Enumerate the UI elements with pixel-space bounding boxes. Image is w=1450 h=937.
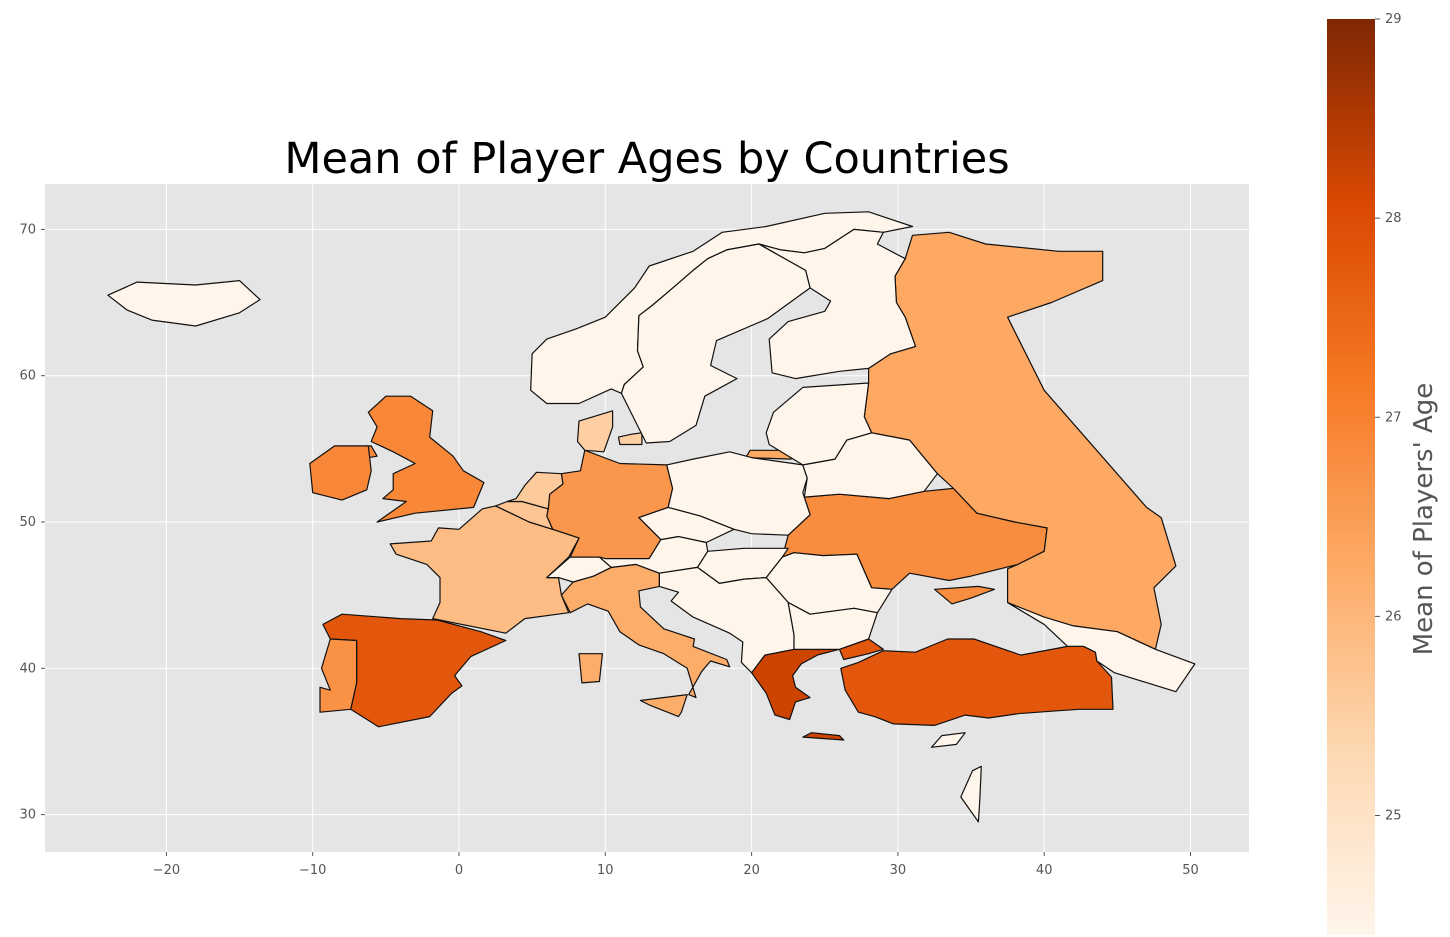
country-austria <box>598 535 709 574</box>
country-belarus <box>802 432 939 500</box>
colorbar-tick-label: 29 <box>1385 12 1402 27</box>
colorbar-ticks: 25 26 27 28 29 <box>1375 12 1402 824</box>
country-balkans <box>658 566 795 674</box>
x-tick-label: 10 <box>597 863 614 878</box>
country-greece <box>802 732 845 741</box>
country-italy <box>578 653 604 684</box>
country-portugal <box>319 638 358 713</box>
colorbar-tick-label: 25 <box>1385 809 1402 824</box>
y-tick-label: 40 <box>19 661 36 676</box>
country-iceland <box>107 280 261 327</box>
colorbar <box>1327 19 1375 935</box>
x-tick-label: 20 <box>743 863 760 878</box>
country-baltic-states <box>765 382 873 466</box>
colorbar-tick-label: 26 <box>1385 609 1402 624</box>
country-united-kingdom <box>367 395 485 523</box>
countries-layer <box>107 211 1196 823</box>
y-tick-label: 30 <box>19 808 36 823</box>
country-finland <box>758 228 917 380</box>
country-caucasus <box>1006 601 1196 693</box>
x-tick-label: −20 <box>153 863 180 878</box>
y-tick-label: 50 <box>19 515 36 530</box>
x-tick-label: 30 <box>890 863 907 878</box>
country-denmark <box>617 432 643 446</box>
country-italy <box>639 693 688 718</box>
x-tick-label: 50 <box>1182 863 1199 878</box>
x-tick-label: 40 <box>1036 863 1053 878</box>
x-axis-ticks: −20 −10 0 10 20 30 40 50 <box>153 852 1199 878</box>
colorbar-label: Mean of Players' Age <box>1409 383 1439 656</box>
country-bulgaria <box>787 601 879 650</box>
colorbar-tick-label: 27 <box>1385 410 1402 425</box>
x-tick-label: −10 <box>299 863 326 878</box>
country-denmark <box>576 410 614 453</box>
country-netherlands <box>506 471 564 510</box>
x-tick-label: 0 <box>455 863 463 878</box>
country-turkey <box>840 638 1114 727</box>
country-cyprus <box>930 732 966 748</box>
map-title: Mean of Player Ages by Countries <box>284 134 1009 184</box>
country-israel <box>960 765 982 823</box>
country-ukraine <box>933 585 996 605</box>
y-axis-ticks: 30 40 50 60 70 <box>19 222 45 823</box>
colorbar-tick-label: 28 <box>1385 211 1402 226</box>
y-tick-label: 60 <box>19 369 36 384</box>
country-ireland <box>309 445 372 501</box>
country-switzerland <box>546 556 612 583</box>
y-tick-label: 70 <box>19 222 36 237</box>
